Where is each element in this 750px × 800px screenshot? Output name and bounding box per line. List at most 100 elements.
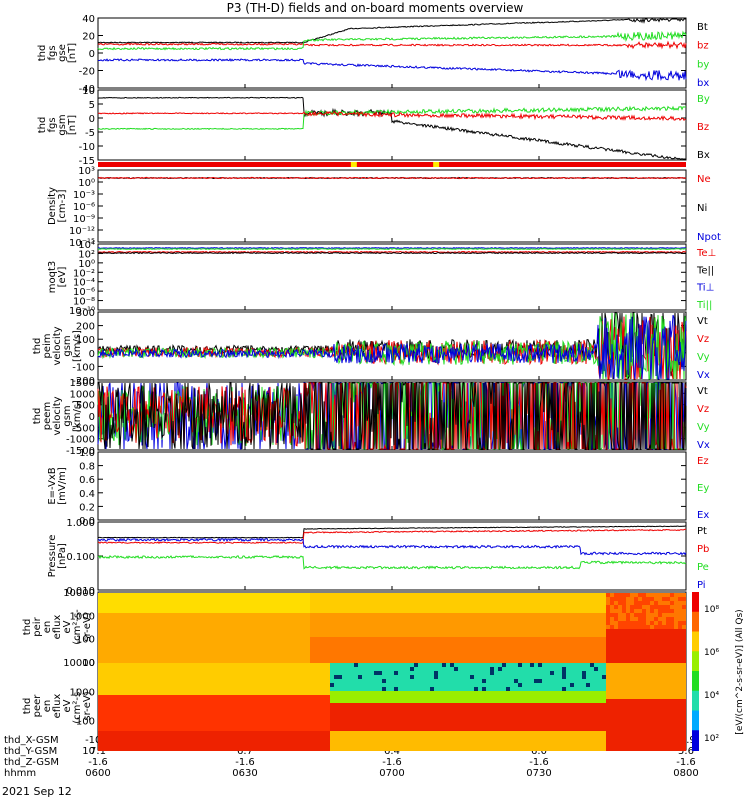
spec-cell	[430, 675, 434, 679]
spec-cell	[326, 601, 330, 605]
spec-cell	[202, 617, 206, 621]
spec-cell	[190, 663, 194, 667]
spec-cell	[122, 637, 126, 641]
spec-cell	[218, 695, 222, 699]
spec-cell	[250, 613, 254, 617]
spec-cell	[622, 597, 626, 601]
spec-cell	[194, 683, 198, 687]
spec-cell	[486, 645, 490, 649]
spec-cell	[394, 629, 398, 633]
spec-cell	[418, 691, 422, 695]
spec-cell	[322, 645, 326, 649]
spec-cell	[274, 743, 278, 747]
spec-cell	[218, 649, 222, 653]
spec-cell	[354, 699, 358, 703]
spec-cell	[574, 629, 578, 633]
spec-cell	[362, 605, 366, 609]
spec-cell	[166, 683, 170, 687]
spec-cell	[174, 695, 178, 699]
spec-cell	[426, 617, 430, 621]
spec-cell	[214, 609, 218, 613]
spec-cell	[386, 743, 390, 747]
spec-cell	[358, 715, 362, 719]
spec-cell	[358, 691, 362, 695]
legend-peim_velocity-Vz: Vz	[697, 334, 709, 345]
spec-cell	[274, 699, 278, 703]
spec-cell	[166, 667, 170, 671]
spec-cell	[110, 621, 114, 625]
line-Pb	[97, 528, 686, 545]
spec-cell	[610, 601, 614, 605]
spec-cell	[114, 715, 118, 719]
spec-cell	[98, 731, 102, 735]
spec-cell	[642, 609, 646, 613]
spec-cell	[542, 645, 546, 649]
spec-cell	[158, 699, 162, 703]
spec-cell	[290, 727, 294, 731]
spec-cell	[406, 597, 410, 601]
spec-cell	[394, 719, 398, 723]
spec-cell	[542, 653, 546, 657]
spec-cell	[250, 747, 254, 751]
spec-cell	[446, 743, 450, 747]
spec-cell	[354, 649, 358, 653]
spec-cell	[254, 707, 258, 711]
spec-cell	[302, 609, 306, 613]
spec-cell	[362, 593, 366, 597]
spec-cell	[358, 723, 362, 727]
spec-cell	[226, 621, 230, 625]
spec-cell	[446, 657, 450, 661]
spec-cell	[174, 699, 178, 703]
spec-cell	[382, 675, 386, 679]
spec-cell	[494, 617, 498, 621]
spec-cell	[662, 613, 666, 617]
spec-cell	[350, 597, 354, 601]
spec-cell	[354, 747, 358, 751]
spec-cell	[374, 633, 378, 637]
spec-cell	[306, 633, 310, 637]
spec-cell	[502, 625, 506, 629]
spec-cell	[118, 597, 122, 601]
ylabel-peer_eflux-6: sr-eV)	[82, 691, 93, 720]
ylabel-peim_velocity-0: thd	[32, 338, 43, 355]
spec-cell	[230, 691, 234, 695]
spec-cell	[342, 707, 346, 711]
spec-cell	[458, 695, 462, 699]
spec-cell	[266, 727, 270, 731]
spec-cell	[154, 719, 158, 723]
spec-cell	[154, 687, 158, 691]
spec-cell	[390, 727, 394, 731]
spec-cell	[230, 715, 234, 719]
spec-cell	[538, 601, 542, 605]
spec-cell	[590, 617, 594, 621]
spec-cell	[98, 675, 102, 679]
spec-cell	[562, 645, 566, 649]
spec-cell	[378, 723, 382, 727]
spec-cell	[102, 683, 106, 687]
spec-cell	[230, 687, 234, 691]
spec-cell	[238, 667, 242, 671]
spec-cell	[402, 687, 406, 691]
spec-cell	[306, 597, 310, 601]
spec-cell	[434, 593, 438, 597]
spec-cell	[618, 645, 622, 649]
spec-cell	[334, 593, 338, 597]
spec-cell	[142, 679, 146, 683]
spec-cell	[458, 637, 462, 641]
spec-cell	[466, 657, 470, 661]
spec-cell	[282, 597, 286, 601]
spec-cell	[126, 703, 130, 707]
spec-cell	[594, 597, 598, 601]
spec-cell	[614, 601, 618, 605]
spec-cell	[422, 699, 426, 703]
spec-cell	[258, 739, 262, 743]
spec-cell	[282, 601, 286, 605]
ytick-label-density: 10⁻¹²	[69, 226, 95, 237]
spec-cell	[374, 699, 378, 703]
spec-cell	[382, 637, 386, 641]
spec-cell	[450, 723, 454, 727]
spec-cell	[662, 593, 666, 597]
spec-cell	[334, 719, 338, 723]
spec-cell	[146, 657, 150, 661]
spec-cell	[410, 691, 414, 695]
